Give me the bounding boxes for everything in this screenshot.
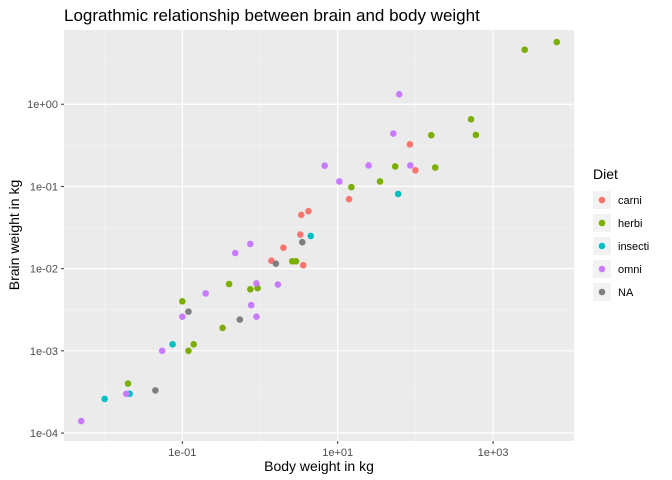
- legend-label-herbi: herbi: [618, 218, 642, 230]
- legend-label-omni: omni: [618, 264, 642, 276]
- data-point-carni: [298, 211, 305, 219]
- x-tick-label: 1e-01: [168, 447, 196, 459]
- data-point-omni: [253, 313, 260, 321]
- data-point-omni: [247, 301, 255, 309]
- data-point-omni: [158, 347, 166, 355]
- data-point-omni: [247, 240, 254, 248]
- data-point-omni: [274, 281, 282, 288]
- legend-key-insecti: [598, 242, 606, 250]
- legend-entries: carni herbi insecti omni NA: [593, 191, 649, 301]
- data-point-omni: [365, 162, 372, 169]
- data-point-herbi: [348, 183, 355, 191]
- data-point-NA: [236, 316, 244, 323]
- data-point-insecti: [394, 190, 402, 198]
- data-point-herbi: [427, 131, 435, 139]
- data-point-omni: [253, 280, 260, 287]
- data-point-NA: [152, 387, 159, 394]
- data-point-herbi: [219, 324, 226, 332]
- legend-label-NA: NA: [618, 287, 634, 299]
- data-point-insecti: [307, 232, 315, 240]
- data-point-omni: [336, 178, 343, 185]
- data-point-herbi: [225, 280, 233, 288]
- data-point-herbi: [376, 178, 384, 185]
- y-tick-label: 1e-01: [30, 181, 58, 193]
- x-axis-title: Body weight in kg: [264, 458, 374, 474]
- y-axis-title: Brain weight in kg: [6, 180, 22, 291]
- legend: Diet carni herbi insecti omni NA: [593, 166, 649, 301]
- grid-lines: [64, 30, 574, 441]
- data-point-insecti: [169, 341, 176, 348]
- data-point-herbi: [124, 380, 132, 387]
- data-point-carni: [299, 261, 307, 269]
- y-tick-label: 1e-04: [30, 428, 58, 440]
- data-point-omni: [395, 91, 403, 98]
- data-point-herbi: [292, 257, 300, 265]
- data-point-carni: [305, 207, 312, 215]
- legend-label-carni: carni: [618, 195, 642, 207]
- data-point-carni: [345, 195, 353, 203]
- data-point-herbi: [179, 298, 186, 305]
- data-point-omni: [77, 417, 85, 425]
- x-tick-label: 1e+01: [322, 447, 353, 459]
- legend-key-carni: [598, 196, 606, 204]
- data-point-herbi: [467, 116, 475, 123]
- data-point-herbi: [521, 46, 528, 54]
- data-point-herbi: [431, 164, 439, 171]
- data-point-herbi: [185, 347, 192, 355]
- data-point-omni: [231, 249, 239, 257]
- data-point-omni: [122, 390, 130, 398]
- data-point-carni: [412, 167, 419, 174]
- legend-key-herbi: [598, 219, 606, 227]
- legend-title: Diet: [593, 166, 618, 182]
- data-point-herbi: [553, 38, 561, 46]
- data-point-omni: [321, 162, 328, 169]
- data-point-herbi: [190, 341, 197, 348]
- data-point-herbi: [391, 163, 399, 170]
- y-tick-label: 1e-03: [30, 346, 58, 358]
- data-point-herbi: [247, 286, 254, 293]
- y-tick-label: 1e+00: [27, 99, 58, 111]
- data-point-insecti: [101, 395, 108, 403]
- data-point-herbi: [472, 131, 480, 139]
- y-tick-label: 1e-02: [30, 264, 58, 276]
- chart-title: Lograthmic relationship between brain an…: [64, 6, 480, 25]
- data-point-carni: [296, 231, 304, 238]
- data-point-carni: [406, 141, 414, 148]
- legend-key-omni: [598, 265, 606, 273]
- data-point-omni: [179, 313, 186, 321]
- data-point-NA: [185, 308, 192, 315]
- plot-panel: [64, 30, 574, 441]
- data-point-NA: [298, 238, 306, 246]
- data-point-omni: [202, 290, 210, 297]
- x-tick-label: 1e+03: [478, 447, 509, 459]
- data-point-carni: [280, 244, 287, 251]
- legend-key-NA: [598, 288, 606, 296]
- y-axis-ticks: 1e-04 1e-03 1e-02 1e-01 1e+00: [27, 99, 64, 440]
- data-points: [77, 38, 561, 425]
- data-point-NA: [272, 260, 280, 267]
- x-axis-ticks: 1e-01 1e+01 1e+03: [168, 441, 509, 459]
- data-point-omni: [390, 130, 397, 137]
- legend-label-insecti: insecti: [618, 241, 649, 253]
- data-point-omni: [407, 162, 414, 169]
